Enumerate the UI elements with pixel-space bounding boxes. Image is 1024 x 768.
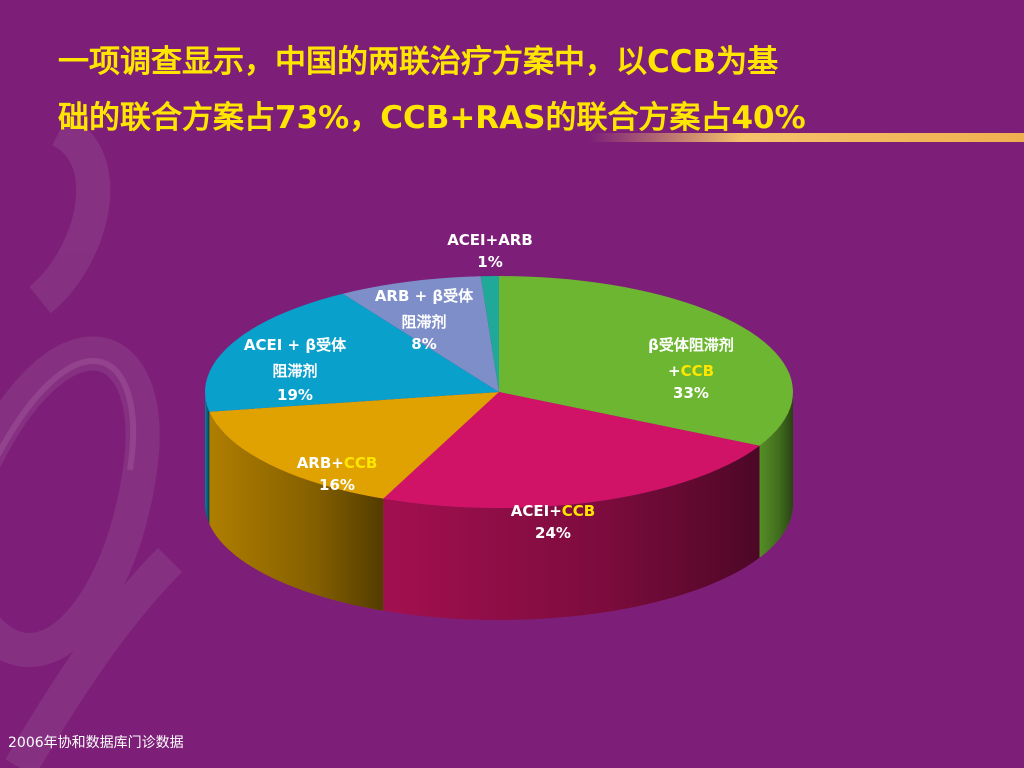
label-arb-ccb: ARB+CCB 16% [272, 452, 402, 496]
label-acei-arb-value: 1% [477, 253, 503, 271]
label-beta-ccb-prefix: + [667, 362, 681, 380]
label-arb-ccb-value: 16% [319, 476, 355, 494]
label-acei-ccb-value: 24% [535, 524, 571, 542]
footer-source: 2006年协和数据库门诊数据 [8, 735, 184, 751]
title-line-1: 一项调查显示，中国的两联治疗方案中，以CCB为基 [58, 44, 779, 80]
label-arb-beta-value: 8% [411, 335, 437, 353]
label-arb-ccb-prefix: ARB+ [296, 454, 344, 472]
pie-slice-ARB+CCB [209, 392, 500, 499]
pie-side-shade [383, 445, 760, 620]
pie-slice-β受体阻滞剂+CCB [499, 276, 793, 446]
page-title: 一项调查显示，中国的两联治疗方案中，以CCB为基 础的联合方案占73%，CCB+… [58, 34, 988, 146]
label-beta-ccb-line1: β受体阻滞剂 [648, 336, 734, 354]
pie-slice-ACEI+ARB [480, 276, 499, 392]
title-line-2: 础的联合方案占73%，CCB+RAS的联合方案占40% [58, 100, 806, 136]
label-acei-ccb-ccb: CCB [561, 502, 596, 520]
label-acei-arb-name: ACEI+ARB [447, 231, 533, 249]
pie-side-shade [205, 392, 210, 524]
label-beta-ccb-value: 33% [673, 384, 709, 402]
pie-side-shade [209, 411, 384, 611]
label-arb-beta-line2: 阻滞剂 [401, 313, 447, 331]
pie-sides [205, 392, 793, 620]
title-accent-bar [590, 133, 1024, 142]
pie-side-shade [759, 392, 793, 558]
label-acei-beta-value: 19% [277, 386, 313, 404]
pie-tops [205, 276, 793, 508]
label-acei-beta-line2: 阻滞剂 [272, 362, 318, 380]
label-acei-arb: ACEI+ARB 1% [430, 229, 550, 273]
pie-slice-ACEI+CCB [383, 392, 760, 508]
label-acei-beta: ACEI + β受体 阻滞剂 19% [228, 334, 362, 406]
pie-slice-ARB + β受体阻滞剂 [342, 276, 499, 392]
label-acei-ccb: ACEI+CCB 24% [488, 500, 618, 544]
label-acei-beta-line1: ACEI + β受体 [243, 336, 347, 354]
pie-slice-ACEI + β受体阻滞剂 [205, 293, 499, 412]
label-acei-ccb-prefix: ACEI+ [510, 502, 562, 520]
label-arb-beta: ARB + β受体 阻滞剂 8% [362, 285, 486, 355]
label-beta-ccb-ccb: CCB [680, 362, 715, 380]
label-arb-beta-line1: ARB + β受体 [374, 287, 474, 305]
label-beta-ccb: β受体阻滞剂 +CCB 33% [624, 334, 758, 404]
label-arb-ccb-ccb: CCB [343, 454, 378, 472]
